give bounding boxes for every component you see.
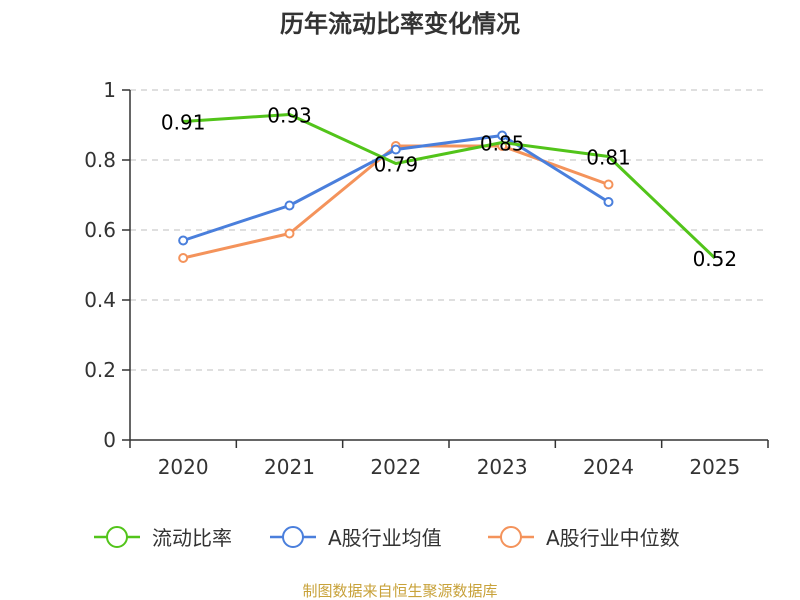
x-tick-label: 2022 [370, 455, 421, 479]
y-tick-label: 0 [103, 428, 116, 452]
series-group [178, 113, 716, 263]
y-tick-label: 0.6 [84, 218, 116, 242]
data-label: 0.52 [693, 247, 738, 271]
data-point[interactable] [603, 179, 614, 190]
x-tick-label: 2023 [477, 455, 528, 479]
legend-label: 流动比率 [152, 526, 232, 550]
legend-item-0[interactable]: 流动比率 [94, 526, 232, 550]
data-label: 0.85 [480, 132, 525, 156]
data-label: 0.93 [267, 104, 312, 128]
y-tick-label: 0.2 [84, 358, 116, 382]
x-tick-label: 2021 [264, 455, 315, 479]
legend-marker [282, 526, 304, 548]
data-point[interactable] [390, 144, 401, 155]
grid [130, 89, 768, 371]
source-footer: 制图数据来自恒生聚源数据库 [302, 582, 497, 600]
x-tick-label: 2025 [689, 455, 740, 479]
data-point[interactable] [178, 253, 189, 263]
data-label: 0.79 [374, 153, 419, 177]
y-tick-label: 0.4 [84, 288, 116, 312]
chart-title: 历年流动比率变化情况 [280, 10, 520, 38]
legend-label: A股行业均值 [328, 526, 442, 550]
data-labels: 0.91 0.93 0.79 0.85 0.81 0.52 [161, 104, 737, 272]
data-point[interactable] [284, 200, 295, 211]
x-tick-label: 2020 [158, 455, 209, 479]
legend[interactable]: 流动比率 A股行业均值 A股行业中位数 [94, 526, 680, 550]
legend-label: A股行业中位数 [546, 526, 680, 550]
y-tick-label: 1 [103, 78, 116, 102]
legend-item-1[interactable]: A股行业均值 [270, 526, 442, 550]
data-point[interactable] [284, 228, 295, 239]
series-line-0 [183, 113, 716, 260]
data-label: 0.81 [586, 146, 631, 170]
data-point[interactable] [497, 130, 508, 141]
data-point[interactable] [603, 197, 614, 207]
data-point[interactable] [178, 235, 189, 246]
y-tick-label: 0.8 [84, 148, 116, 172]
legend-marker [106, 526, 128, 548]
data-label: 0.91 [161, 111, 206, 135]
legend-item-2[interactable]: A股行业中位数 [488, 526, 680, 550]
x-tick-label: 2024 [583, 455, 634, 479]
legend-marker [500, 526, 522, 548]
